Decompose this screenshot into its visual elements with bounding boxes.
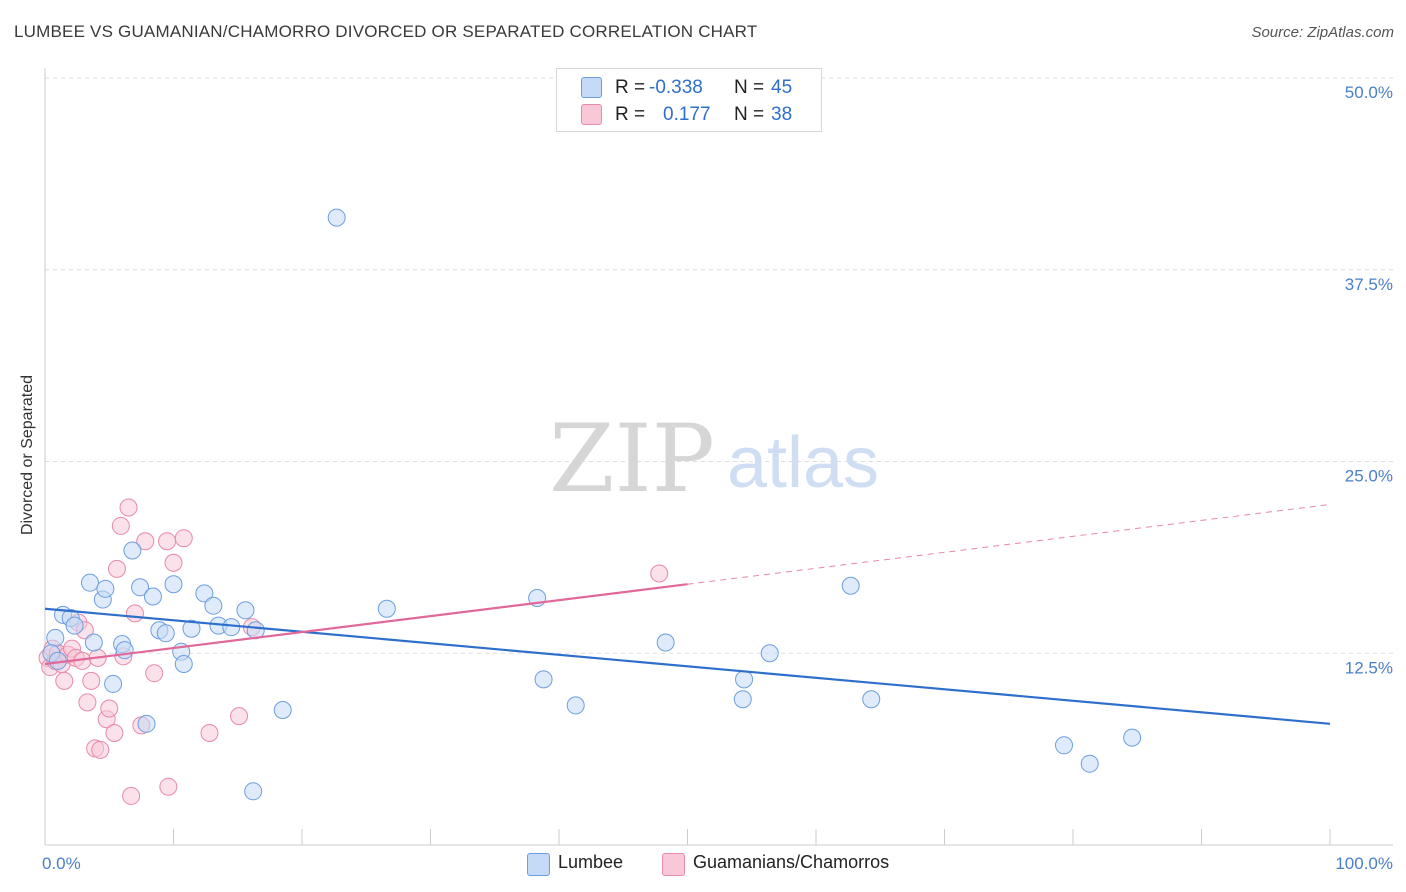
y-tick-label: 37.5% (1345, 275, 1393, 294)
point-lumbee (862, 690, 881, 709)
point-guamanians (650, 564, 669, 583)
stats-r-label: R = (615, 77, 646, 98)
point-lumbee (115, 641, 134, 660)
point-lumbee (244, 782, 263, 801)
watermark: ZIP atlas (549, 405, 879, 514)
point-lumbee (123, 541, 142, 560)
gridlines (45, 77, 1393, 654)
point-lumbee (80, 573, 99, 592)
point-guamanians (105, 724, 124, 743)
trend-line-guamanians (44, 583, 688, 666)
point-guamanians (125, 604, 144, 623)
point-guamanians (200, 724, 219, 743)
point-lumbee (84, 633, 103, 652)
correlation-stats-box: R = -0.338 N = 45 R = 0.177 N = 38 (556, 68, 822, 132)
point-lumbee (236, 601, 255, 620)
point-guamanians (82, 671, 101, 690)
point-lumbee (1123, 728, 1142, 747)
point-guamanians (164, 553, 183, 572)
point-guamanians (100, 699, 119, 718)
y-tick-label: 25.0% (1345, 467, 1393, 486)
watermark-atlas: atlas (727, 423, 879, 503)
point-guamanians (158, 532, 177, 551)
stats-r-label: R = (615, 104, 646, 125)
point-lumbee (656, 633, 675, 652)
point-lumbee (566, 696, 585, 715)
watermark-zip: ZIP (549, 405, 715, 514)
legend-swatch-lumbee (527, 853, 550, 876)
point-lumbee (143, 587, 162, 606)
trend-lines (44, 503, 1331, 725)
legend-swatch-guamanians (662, 853, 685, 876)
point-guamanians (136, 532, 155, 551)
point-guamanians (111, 516, 130, 535)
source-credit: Source: ZipAtlas.com (1251, 24, 1394, 41)
point-lumbee (760, 644, 779, 663)
point-lumbee (273, 701, 292, 720)
legend-label-guamanians: Guamanians/Chamorros (693, 852, 890, 872)
stats-n-label: N = (734, 104, 765, 125)
axes (44, 68, 1393, 846)
point-lumbee (204, 596, 223, 615)
chart-title: LUMBEE VS GUAMANIAN/CHAMORRO DIVORCED OR… (14, 22, 758, 41)
stats-swatch-guamanians (581, 104, 602, 125)
x-tick-label-max: 100.0% (1335, 854, 1393, 873)
point-lumbee (733, 690, 752, 709)
point-lumbee (137, 714, 156, 733)
tick-labels: 12.5% 25.0% 37.5% 50.0% 0.0% 100.0% (42, 83, 1393, 873)
stats-r-value: 0.177 (663, 104, 711, 125)
x-tick-label-min: 0.0% (42, 854, 81, 873)
trend-line-guamanians-extrapolated (687, 503, 1331, 585)
legend-label-lumbee: Lumbee (558, 852, 624, 872)
point-lumbee (174, 654, 193, 673)
point-lumbee (156, 624, 175, 643)
point-lumbee (534, 670, 553, 689)
point-lumbee (164, 575, 183, 594)
point-guamanians (122, 786, 141, 805)
point-guamanians (174, 529, 193, 548)
stats-swatch-lumbee (581, 77, 602, 98)
point-lumbee (104, 674, 123, 693)
y-tick-label: 50.0% (1345, 83, 1393, 102)
point-lumbee (841, 576, 860, 595)
stats-n-label: N = (734, 77, 765, 98)
stats-row-lumbee: R = -0.338 N = 45 (557, 75, 819, 101)
point-guamanians (119, 498, 138, 517)
point-lumbee (327, 208, 346, 227)
stats-row-guamanians: R = 0.177 N = 38 (557, 102, 819, 128)
point-guamanians (107, 559, 126, 578)
point-lumbee (377, 599, 396, 618)
point-guamanians (230, 707, 249, 726)
point-lumbee (46, 628, 65, 647)
y-tick-label: 12.5% (1345, 658, 1393, 677)
stats-r-value: -0.338 (649, 77, 703, 98)
point-lumbee (195, 584, 214, 603)
point-lumbee (131, 578, 150, 597)
point-lumbee (1055, 736, 1074, 755)
point-guamanians (55, 671, 74, 690)
point-guamanians (159, 777, 178, 796)
point-lumbee (65, 616, 84, 635)
trend-line-lumbee (44, 607, 1331, 725)
stats-n-value: 38 (771, 104, 793, 125)
point-guamanians (91, 740, 110, 759)
point-lumbee (182, 619, 201, 638)
point-guamanians (145, 664, 164, 683)
point-guamanians (78, 693, 97, 712)
point-lumbee (1080, 754, 1099, 773)
stats-n-value: 45 (771, 77, 793, 98)
point-lumbee (222, 618, 241, 637)
point-lumbee (96, 579, 115, 598)
point-lumbee (735, 670, 754, 689)
